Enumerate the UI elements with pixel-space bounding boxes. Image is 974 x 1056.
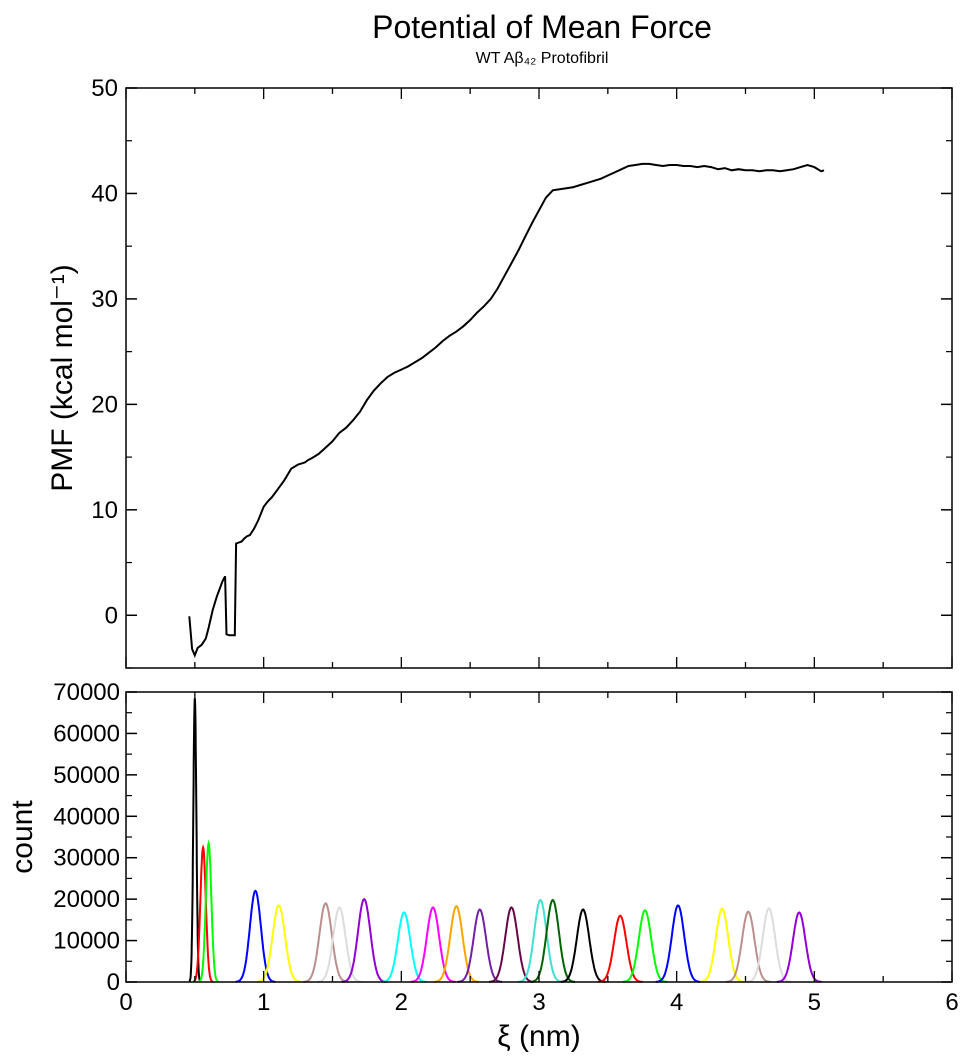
count-y-tick-label: 70000 — [53, 679, 120, 706]
histogram-curve — [457, 908, 503, 983]
count-y-axis: 0 10000 20000 30000 40000 50000 60000 70000 — [53, 679, 952, 996]
count-y-tick-label: 50000 — [53, 762, 120, 789]
pmf-plot-area — [188, 162, 825, 658]
count-y-tick-label: 10000 — [53, 928, 120, 955]
histogram-curve — [517, 898, 563, 983]
count-x-tick-label: 2 — [395, 989, 408, 1016]
count-y-tick-label: 60000 — [53, 720, 120, 747]
count-y-tick-label: 30000 — [53, 845, 120, 872]
histogram-curve — [655, 904, 701, 983]
pmf-y-axis: 0 10 20 30 40 50 — [91, 75, 952, 669]
histogram-curve — [433, 904, 479, 983]
histogram-curve — [192, 844, 214, 983]
pmf-x-ticks — [125, 88, 953, 668]
count-x-tick-label: 4 — [670, 989, 683, 1016]
histogram-curve — [303, 902, 349, 983]
chart-subtitle: WT Aβ₄₂ Protofibril — [476, 50, 609, 67]
pmf-y-tick-label: 40 — [91, 180, 118, 207]
count-x-tick-label: 0 — [119, 989, 132, 1016]
count-y-tick-label: 0 — [107, 969, 120, 996]
pmf-y-tick-label: 10 — [91, 497, 118, 524]
pmf-y-tick-label: 20 — [91, 391, 118, 418]
histogram-curve — [725, 910, 771, 983]
x-axis-label: ξ (nm) — [497, 1020, 580, 1053]
count-x-tick-label: 5 — [808, 989, 821, 1016]
pmf-y-tick-label: 50 — [91, 75, 118, 102]
histogram-curve — [622, 909, 668, 983]
histogram-curve — [699, 907, 745, 983]
pmf-y-tick-label: 0 — [105, 602, 118, 629]
histogram-curve — [410, 906, 456, 983]
count-y-tick-label: 40000 — [53, 803, 120, 830]
count-y-axis-label: count — [6, 800, 39, 874]
histogram-curve — [198, 839, 219, 983]
chart-title: Potential of Mean Force — [372, 9, 712, 45]
histogram-curve — [316, 906, 362, 983]
histogram-curve — [235, 889, 276, 983]
histogram-curve — [341, 897, 387, 983]
count-x-tick-label: 3 — [532, 989, 545, 1016]
count-y-tick-label: 20000 — [53, 886, 120, 913]
count-x-tick-label: 6 — [945, 989, 958, 1016]
count-panel: 0 10000 20000 30000 40000 50000 60000 70000 0 1 2… — [6, 679, 959, 1053]
histogram-curve — [560, 908, 606, 983]
count-x-axis: 0 1 2 3 4 5 6 — [119, 692, 959, 1016]
count-x-tick-label: 1 — [257, 989, 270, 1016]
pmf-y-axis-label: PMF (kcal mol⁻¹) — [46, 264, 79, 492]
pmf-y-tick-label: 30 — [91, 286, 118, 313]
histogram-curve — [746, 907, 792, 983]
pmf-panel: 0 10 20 30 40 50 PMF (kcal mol⁻¹) — [46, 75, 953, 669]
pmf-line — [188, 162, 825, 658]
histogram-curve — [188, 698, 202, 983]
count-panel-frame — [125, 691, 953, 983]
histogram-curve — [597, 914, 643, 983]
pmf-panel-frame — [125, 87, 953, 669]
count-plot-area — [188, 698, 822, 983]
